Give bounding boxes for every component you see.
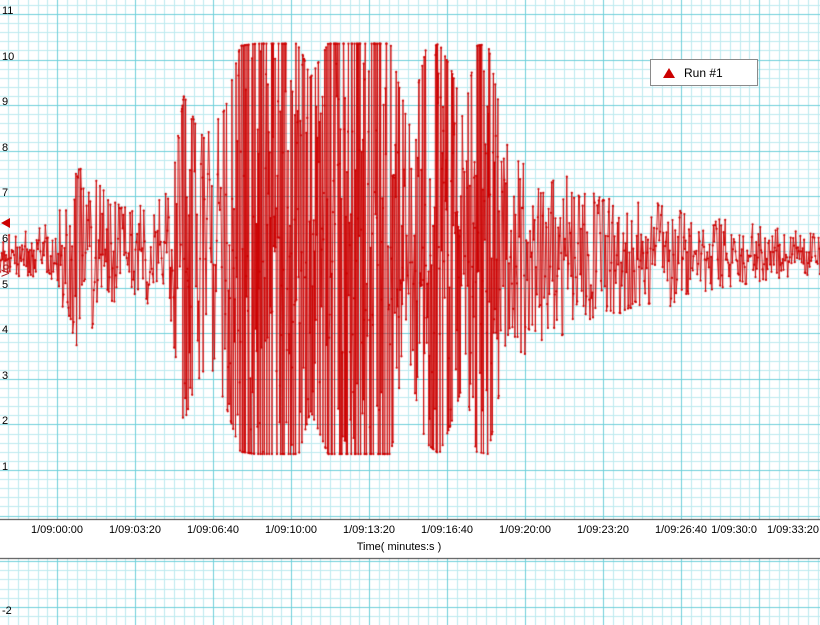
x-tick-label: 1/09:03:20 [109, 524, 161, 536]
x-tick-label: 1/09:10:00 [265, 524, 317, 536]
y-tick-label: 3 [2, 369, 9, 382]
y-axis-unit-label: Vo [0, 264, 12, 277]
x-tick-label: 1/09:23:20 [577, 524, 629, 536]
y-tick-label: 6 [2, 233, 9, 245]
x-tick-label: 1/09:13:20 [343, 524, 395, 536]
y-tick-label: 10 [2, 50, 15, 63]
y-tick-label: 5 [2, 278, 9, 291]
channel-marker-icon[interactable] [1, 218, 10, 228]
legend-label: Run #1 [684, 65, 723, 80]
y-tick-label: 9 [2, 96, 9, 109]
legend[interactable]: Run #1 [650, 59, 758, 86]
y-tick-label: 1 [2, 461, 9, 473]
x-tick-label: 1/09:16:40 [421, 524, 473, 536]
y-tick-label: 4 [2, 324, 9, 337]
x-axis-band: Time( minutes:s ) 1/09:00:00 1/09:03:20 1/… [0, 520, 820, 558]
x-tick-label: 1/09:06:40 [187, 524, 239, 536]
legend-triangle-icon [663, 67, 675, 78]
x-axis-title: Time( minutes:s ) [356, 541, 442, 553]
y-tick-label: 8 [2, 141, 9, 154]
y-tick-label-bottom: -2 [2, 604, 12, 617]
x-tick-label: 1/09:26:40 [655, 524, 707, 536]
x-tick-label: 1/09:20:00 [499, 524, 551, 536]
y-tick-label: 7 [2, 187, 9, 200]
x-tick-label: 1/09:00:00 [31, 524, 83, 536]
x-tick-label: 1/09:30:0 [711, 524, 757, 536]
y-tick-label: 2 [2, 415, 9, 428]
y-tick-label: 11 [2, 5, 14, 17]
x-tick-label: 1/09:33:20 [767, 524, 819, 536]
